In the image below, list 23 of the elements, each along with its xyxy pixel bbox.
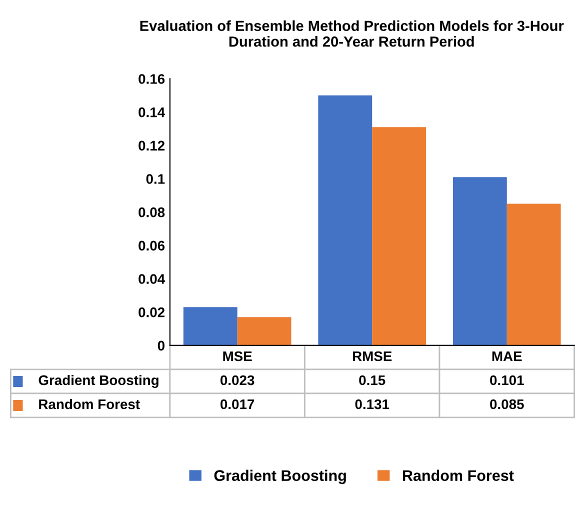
data-label: 0.085 (490, 399, 524, 410)
x-tick-label: MAE (492, 351, 522, 362)
chart-title: Evaluation of Ensemble Method Prediction Models for 3-Hour Duration and 20-Year Return Period (140, 20, 564, 47)
y-tick-label: 0 (158, 340, 165, 351)
y-tick-label: 0.14 (138, 107, 166, 118)
x-tick-label: RMSE (352, 351, 392, 362)
y-tick-label: 0.08 (138, 207, 165, 218)
x-tick-label: MSE (223, 351, 252, 362)
y-tick-label: 0.16 (138, 74, 165, 84)
y-tick-label: 0.1 (146, 174, 165, 184)
data-label: 0.131 (355, 399, 390, 410)
data-label: 0.15 (359, 375, 386, 386)
data-label: 0.023 (220, 375, 254, 386)
data-label: 0.101 (490, 375, 524, 386)
y-tick-label: 0.04 (138, 274, 166, 284)
text: Gradient Boosting (214, 470, 346, 484)
legend-label: Gradient Boosting (38, 374, 158, 388)
text: Random Forest (402, 470, 514, 482)
y-tick-label: 0.06 (138, 240, 165, 251)
y-tick-label: 0.02 (138, 307, 165, 318)
legend-label: Random Forest (39, 398, 140, 410)
y-tick-label: 0.12 (138, 140, 165, 151)
data-label: 0.017 (220, 399, 254, 410)
